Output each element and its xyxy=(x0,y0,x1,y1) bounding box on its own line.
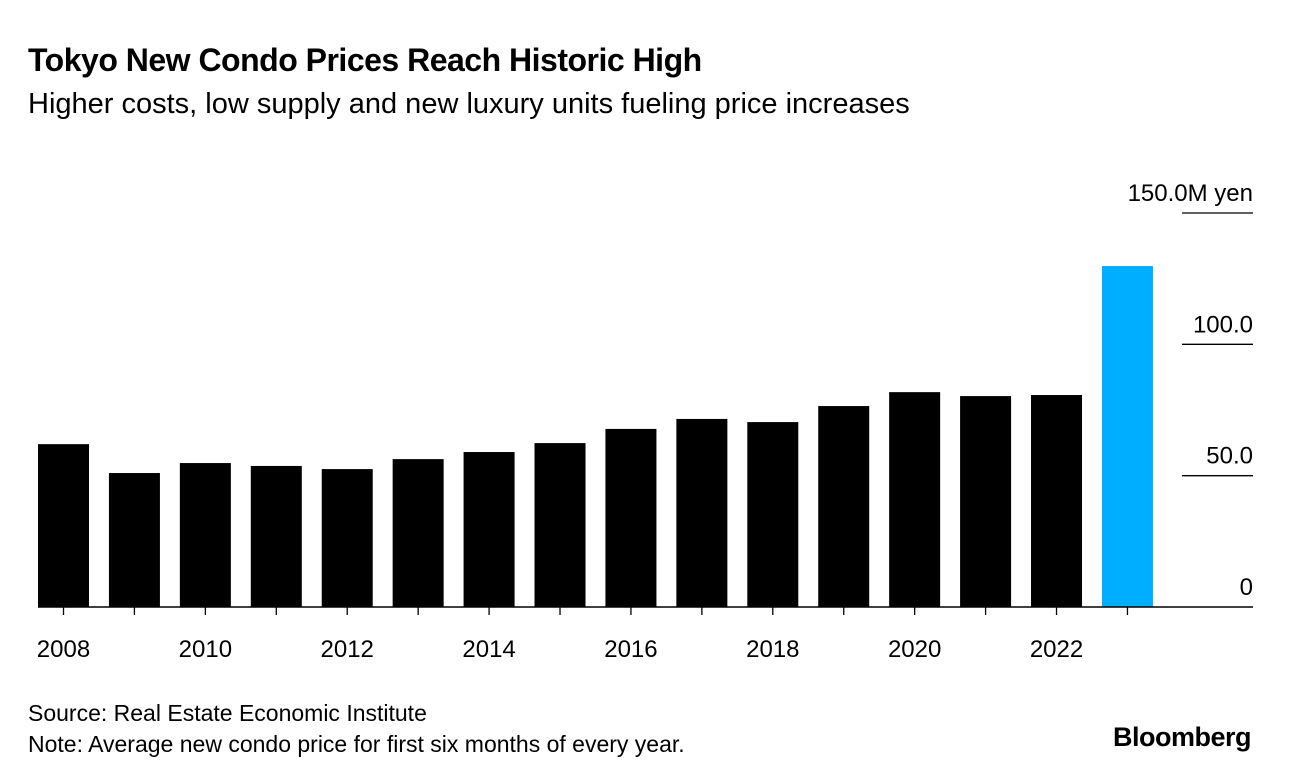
chart-title: Tokyo New Condo Prices Reach Historic Hi… xyxy=(28,42,702,78)
bar-2012 xyxy=(321,469,373,607)
footnote: Note: Average new condo price for first … xyxy=(28,731,685,757)
bar-2020 xyxy=(889,392,941,607)
x-tick-label: 2012 xyxy=(321,636,374,663)
bar-2022 xyxy=(1031,395,1083,607)
bloomberg-logo: Bloomberg xyxy=(1112,722,1252,752)
x-tick-label: 2022 xyxy=(1030,636,1083,663)
bar-2021 xyxy=(960,396,1012,607)
x-tick-label: 2020 xyxy=(888,636,941,663)
bar-2013 xyxy=(392,459,444,607)
y-tick-label: 50.0 xyxy=(1206,443,1253,470)
bar-2017 xyxy=(676,418,728,607)
bar-2008 xyxy=(38,444,89,607)
bar-2014 xyxy=(463,452,515,607)
x-tick-label: 2008 xyxy=(37,636,90,663)
y-tick-label: 0 xyxy=(1240,574,1253,601)
bar-2019 xyxy=(818,406,870,607)
x-tick-label: 2010 xyxy=(179,636,232,663)
y-tick-label: 150.0M yen xyxy=(1128,180,1253,207)
bar-2023 xyxy=(1101,266,1153,607)
x-tick-label: 2016 xyxy=(604,636,657,663)
source-note: Source: Real Estate Economic Institute xyxy=(28,700,427,726)
bar-2011 xyxy=(250,465,302,607)
x-tick-label: 2018 xyxy=(746,636,799,663)
bar-2009 xyxy=(108,473,160,607)
x-tick-label: 2014 xyxy=(462,636,515,663)
bar-2016 xyxy=(605,428,657,607)
bar-2010 xyxy=(179,463,231,607)
chart-subtitle: Higher costs, low supply and new luxury … xyxy=(28,88,910,120)
y-tick-label: 100.0 xyxy=(1193,311,1253,338)
bar-2018 xyxy=(747,422,799,607)
bar-2015 xyxy=(534,443,586,607)
